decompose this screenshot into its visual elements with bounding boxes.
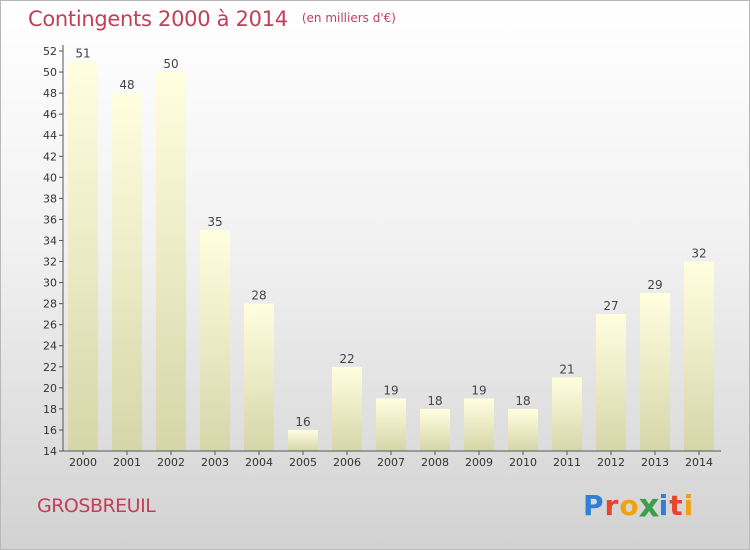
value-label-2005: 16	[295, 415, 310, 429]
x-tick-label-2006: 2006	[333, 456, 361, 469]
title-row: Contingents 2000 à 2014 (en milliers d'€)	[28, 7, 396, 31]
x-tick-label-2004: 2004	[245, 456, 273, 469]
value-label-2014: 32	[691, 247, 706, 261]
chart-title: Contingents 2000 à 2014	[28, 7, 288, 31]
bar-2010	[508, 408, 538, 451]
value-label-2001: 48	[119, 78, 134, 92]
x-tick-label-2001: 2001	[113, 456, 141, 469]
y-tick-label-16: 16	[43, 424, 57, 437]
value-label-2002: 50	[163, 57, 178, 71]
x-tick-label-2013: 2013	[641, 456, 669, 469]
y-tick-label-32: 32	[43, 256, 57, 269]
y-tick-label-20: 20	[43, 382, 57, 395]
axes-group: 2000 2001 2002 2003 2004 2005 2006 2007 2008 2009…	[43, 45, 721, 469]
bar-2006	[332, 366, 362, 451]
value-labels-group: 51 48 50 35 28 16 22 19 18 19 18 21 27 29 32	[75, 47, 706, 429]
bar-2002	[156, 72, 186, 451]
y-tick-label-38: 38	[43, 192, 57, 205]
logo-letter: i	[683, 489, 695, 522]
value-label-2009: 19	[471, 383, 486, 397]
x-tick-label-2003: 2003	[201, 456, 229, 469]
bar-2001	[112, 93, 142, 452]
y-tick-label-28: 28	[43, 298, 57, 311]
bar-2007	[376, 398, 406, 451]
x-tick-label-2014: 2014	[685, 456, 713, 469]
bar-2008	[420, 408, 450, 451]
bar-2011	[552, 377, 582, 451]
y-tick-label-14: 14	[43, 445, 57, 458]
y-tick-label-24: 24	[43, 340, 57, 353]
y-tick-label-50: 50	[43, 66, 57, 79]
value-label-2007: 19	[383, 383, 398, 397]
x-tick-label-2010: 2010	[509, 456, 537, 469]
commune-name: GROSBREUIL	[37, 495, 156, 517]
x-tick-label-2005: 2005	[289, 456, 317, 469]
logo-letter: t	[669, 489, 684, 522]
x-tick-label-2002: 2002	[157, 456, 185, 469]
bar-2000	[68, 61, 98, 452]
x-tick-label-2011: 2011	[553, 456, 581, 469]
logo-letter: P	[583, 489, 605, 522]
bars-group	[68, 61, 714, 452]
y-tick-label-26: 26	[43, 319, 57, 332]
x-tick-label-2008: 2008	[421, 456, 449, 469]
value-label-2003: 35	[207, 215, 222, 229]
y-tick-label-48: 48	[43, 87, 57, 100]
y-tick-label-36: 36	[43, 213, 57, 226]
x-tick-label-2000: 2000	[69, 456, 97, 469]
value-label-2006: 22	[339, 352, 354, 366]
y-tick-label-40: 40	[43, 171, 57, 184]
y-tick-label-52: 52	[43, 45, 57, 58]
chart-subtitle: (en milliers d'€)	[301, 11, 396, 25]
x-tick-label-2009: 2009	[465, 456, 493, 469]
logo-letter: i	[658, 489, 670, 522]
value-label-2008: 18	[427, 394, 442, 408]
y-tick-label-22: 22	[43, 361, 57, 374]
bar-2009	[464, 398, 494, 451]
value-label-2004: 28	[251, 289, 266, 303]
y-tick-label-44: 44	[43, 129, 57, 142]
x-tick-label-2012: 2012	[597, 456, 625, 469]
y-tick-label-34: 34	[43, 234, 57, 247]
value-label-2011: 21	[559, 362, 574, 376]
x-tick-label-2007: 2007	[377, 456, 405, 469]
value-label-2010: 18	[515, 394, 530, 408]
value-label-2000: 51	[75, 47, 90, 61]
bar-2003	[200, 229, 230, 451]
y-tick-label-30: 30	[43, 277, 57, 290]
logo-letter: x	[638, 486, 661, 525]
value-label-2013: 29	[647, 278, 662, 292]
bar-2013	[640, 293, 670, 451]
y-tick-label-18: 18	[43, 403, 57, 416]
bar-2004	[244, 303, 274, 451]
proxiti-logo[interactable]: Proxiti	[583, 486, 695, 525]
y-tick-label-46: 46	[43, 108, 57, 121]
bar-2005	[288, 429, 318, 451]
logo-letter: r	[604, 489, 620, 522]
bar-2012	[596, 314, 626, 451]
y-tick-label-42: 42	[43, 150, 57, 163]
logo-letter: o	[619, 489, 640, 522]
bar-2014	[684, 261, 714, 451]
value-label-2012: 27	[603, 299, 618, 313]
